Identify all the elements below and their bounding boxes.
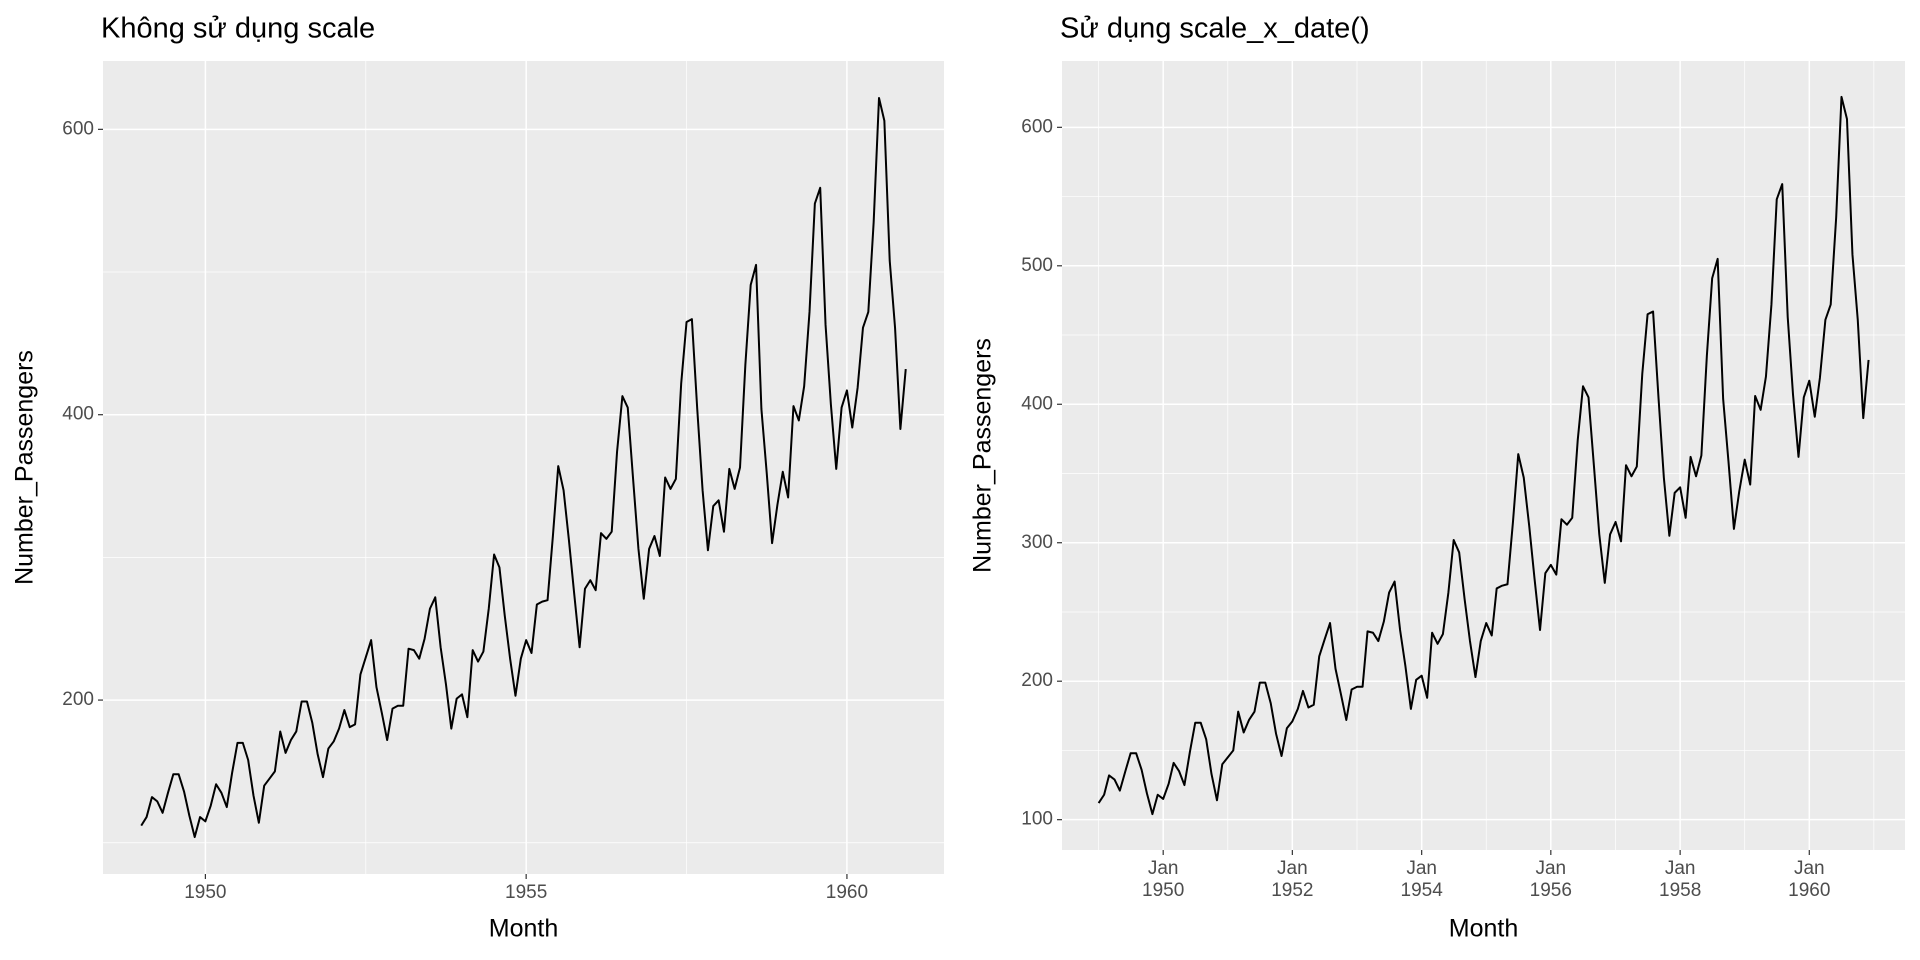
x-tick-label: Jan 1960 [1788, 858, 1831, 901]
panel-background [1062, 61, 1905, 850]
x-tick-label: Jan 1958 [1659, 858, 1702, 901]
chart-title: Sử dụng scale_x_date() [1060, 13, 1370, 45]
y-tick-label: 100 [1021, 809, 1053, 830]
x-tick-label: 1955 [505, 882, 548, 903]
panel-background [103, 61, 944, 874]
line [1097, 95, 1870, 816]
y-axis-title: Number_Passengers [969, 338, 997, 573]
x-tick-label: 1960 [825, 882, 869, 903]
x-tick-label: Jan 1950 [1142, 858, 1185, 901]
y-tick-label: 400 [62, 404, 94, 425]
y-tick-label: 500 [1021, 255, 1053, 276]
y-axis-title: Number_Passengers [11, 350, 39, 585]
y-tick-label: 600 [1021, 116, 1053, 137]
chart-title: Không sử dụng scale [101, 13, 375, 45]
x-tick-label: 1950 [184, 882, 227, 903]
x-tick-label: Jan 1954 [1400, 858, 1443, 901]
line [140, 96, 907, 839]
y-tick-label: 600 [62, 118, 94, 139]
y-tick-label: 200 [1021, 670, 1053, 691]
x-tick-label: Jan 1956 [1529, 858, 1572, 901]
x-axis-title: Month [489, 915, 558, 943]
y-tick-label: 200 [62, 689, 94, 710]
y-tick-label: 300 [1021, 532, 1053, 553]
x-axis-title: Month [1449, 915, 1518, 943]
x-tick-label: Jan 1952 [1271, 858, 1314, 901]
y-tick-label: 400 [1021, 393, 1053, 414]
